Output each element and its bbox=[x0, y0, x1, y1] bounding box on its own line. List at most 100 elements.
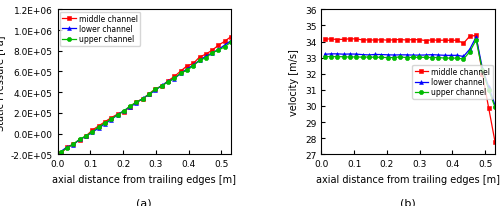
middle channel bbox=[492, 141, 498, 143]
middle channel bbox=[121, 111, 127, 113]
upper channel bbox=[473, 40, 479, 42]
middle channel bbox=[391, 39, 397, 42]
middle channel bbox=[127, 106, 133, 108]
lower channel bbox=[378, 54, 384, 56]
upper channel bbox=[121, 110, 127, 113]
Y-axis label: velocity [m/s]: velocity [m/s] bbox=[290, 49, 300, 116]
lower channel bbox=[165, 81, 171, 83]
upper channel bbox=[435, 57, 441, 60]
lower channel bbox=[114, 114, 120, 116]
lower channel bbox=[172, 78, 177, 81]
middle channel bbox=[152, 88, 158, 91]
lower channel bbox=[158, 85, 164, 87]
lower channel bbox=[121, 110, 127, 112]
upper channel bbox=[353, 56, 359, 59]
upper channel bbox=[70, 143, 76, 146]
middle channel bbox=[108, 117, 114, 119]
lower channel bbox=[328, 53, 334, 56]
middle channel bbox=[102, 121, 108, 123]
upper channel bbox=[102, 122, 108, 125]
middle channel bbox=[404, 40, 409, 42]
lower channel bbox=[448, 55, 454, 57]
upper channel bbox=[385, 57, 391, 60]
lower channel bbox=[70, 144, 76, 146]
upper channel bbox=[190, 65, 196, 68]
upper channel bbox=[340, 56, 346, 59]
upper channel bbox=[83, 135, 89, 138]
upper channel bbox=[422, 57, 428, 59]
upper channel bbox=[172, 78, 177, 80]
middle channel bbox=[64, 146, 70, 149]
upper channel bbox=[454, 58, 460, 60]
lower channel bbox=[83, 136, 89, 138]
lower channel bbox=[492, 104, 498, 107]
Text: (a): (a) bbox=[136, 198, 152, 206]
lower channel bbox=[146, 94, 152, 96]
middle channel bbox=[146, 93, 152, 95]
upper channel bbox=[480, 70, 486, 72]
Line: middle channel: middle channel bbox=[59, 35, 233, 156]
middle channel bbox=[209, 50, 215, 52]
upper channel bbox=[360, 57, 366, 59]
middle channel bbox=[90, 129, 96, 132]
upper channel bbox=[152, 89, 158, 91]
upper channel bbox=[90, 131, 96, 133]
middle channel bbox=[178, 70, 184, 73]
middle channel bbox=[334, 39, 340, 42]
middle channel bbox=[190, 63, 196, 66]
middle channel bbox=[340, 39, 346, 41]
middle channel bbox=[410, 39, 416, 42]
lower channel bbox=[96, 127, 102, 130]
upper channel bbox=[404, 57, 409, 60]
middle channel bbox=[70, 143, 76, 145]
lower channel bbox=[398, 54, 404, 57]
lower channel bbox=[454, 55, 460, 57]
middle channel bbox=[385, 40, 391, 42]
upper channel bbox=[134, 102, 140, 104]
upper channel bbox=[334, 56, 340, 59]
lower channel bbox=[209, 52, 215, 55]
upper channel bbox=[448, 58, 454, 60]
lower channel bbox=[108, 119, 114, 121]
lower channel bbox=[435, 54, 441, 57]
lower channel bbox=[416, 55, 422, 57]
lower channel bbox=[385, 54, 391, 57]
lower channel bbox=[480, 68, 486, 70]
middle channel bbox=[366, 39, 372, 42]
upper channel bbox=[228, 41, 234, 44]
middle channel bbox=[398, 39, 404, 42]
middle channel bbox=[372, 40, 378, 42]
lower channel bbox=[322, 54, 328, 56]
middle channel bbox=[429, 39, 435, 42]
lower channel bbox=[486, 86, 492, 89]
X-axis label: axial distance from trailing edges [m]: axial distance from trailing edges [m] bbox=[52, 174, 236, 184]
lower channel bbox=[334, 53, 340, 56]
lower channel bbox=[152, 90, 158, 92]
middle channel bbox=[196, 56, 202, 59]
upper channel bbox=[222, 46, 228, 49]
lower channel bbox=[360, 54, 366, 57]
upper channel bbox=[203, 57, 209, 60]
middle channel bbox=[473, 35, 479, 37]
lower channel bbox=[372, 54, 378, 56]
upper channel bbox=[460, 59, 466, 61]
middle channel bbox=[216, 45, 222, 47]
middle channel bbox=[467, 36, 473, 38]
upper channel bbox=[492, 107, 498, 109]
middle channel bbox=[114, 113, 120, 116]
lower channel bbox=[366, 54, 372, 57]
upper channel bbox=[322, 56, 328, 59]
upper channel bbox=[366, 56, 372, 59]
middle channel bbox=[172, 76, 177, 78]
upper channel bbox=[96, 126, 102, 129]
lower channel bbox=[410, 55, 416, 57]
upper channel bbox=[165, 81, 171, 84]
upper channel bbox=[64, 147, 70, 149]
upper channel bbox=[328, 56, 334, 59]
middle channel bbox=[347, 38, 353, 41]
lower channel bbox=[196, 60, 202, 62]
upper channel bbox=[347, 57, 353, 59]
middle channel bbox=[83, 135, 89, 137]
lower channel bbox=[140, 98, 146, 100]
upper channel bbox=[184, 70, 190, 72]
